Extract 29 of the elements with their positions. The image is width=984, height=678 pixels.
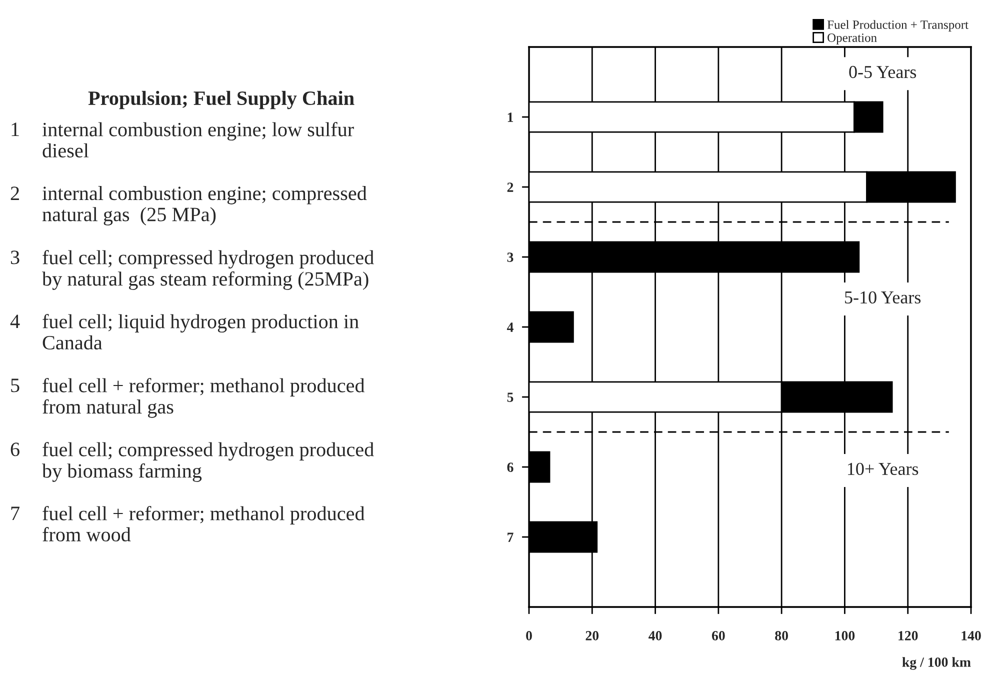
annotation: 5-10 Years [845,291,921,304]
x-tick-label: 80 [775,631,788,640]
text: 3 fuel cell; compressed hydrogen produced by natural gas steam reforming (25MPa) [10,250,374,290]
text: Propulsion; Fuel Supply Chain [88,90,354,110]
x-tick-label: 120 [898,631,918,640]
text: 7 fuel cell + reformer; methanol produced from wood [11,506,365,542]
text: 4 fuel cell; liquid hydrogen production in Canada [10,314,359,350]
x-tick-label: 60 [712,631,725,640]
legend-label: Operation [828,34,877,44]
x-axis-title: kg / 100 km [902,657,971,670]
x-tick-label: 0 [526,631,532,640]
y-tick-label: 7 [508,532,514,542]
text: 6 fuel cell; compressed hydrogen produced by biomass farming [10,442,374,482]
text: 5 fuel cell + reformer; methanol produced from natural gas [11,378,365,418]
x-tick-label: 140 [962,631,981,640]
y-tick-label: 4 [506,322,514,332]
text: 2 internal combustion engine; compressed natural gas (25 MPa) [10,186,367,226]
y-tick-label: 1 [508,112,514,122]
annotation: 0-5 Years [849,66,916,78]
annotation: 10+ Years [848,462,918,476]
y-tick-label: 6 [507,462,514,472]
x-tick-label: 100 [835,631,855,640]
legend-label: Fuel Production + Transport [827,20,968,32]
x-tick-label: 40 [648,631,662,640]
y-tick-label: 5 [507,392,514,402]
text: 1 internal combustion engine; low sulfur diesel [12,122,354,158]
y-tick-label: 3 [507,252,514,262]
y-tick-label: 2 [507,182,514,192]
x-tick-label: 20 [586,631,599,640]
